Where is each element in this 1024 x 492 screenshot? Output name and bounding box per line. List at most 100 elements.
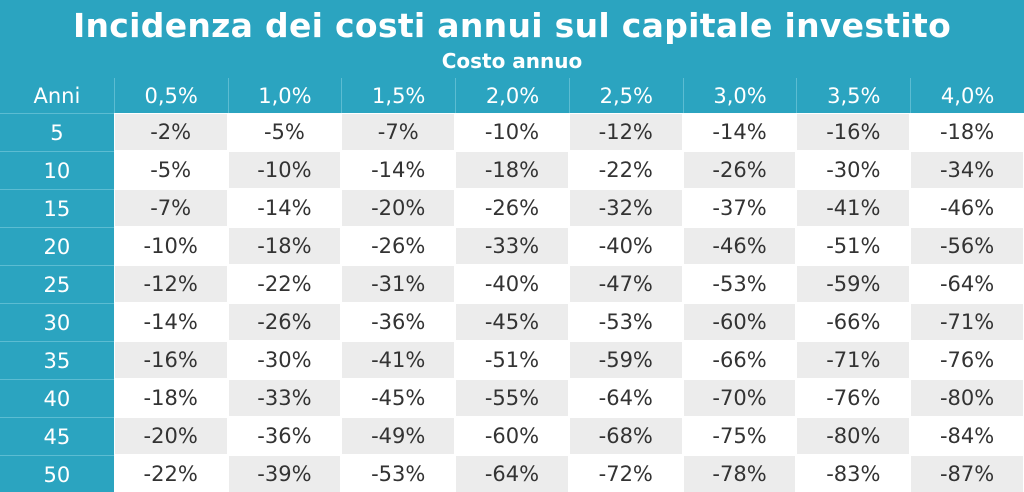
table-cell: -10% (113, 227, 228, 265)
column-header: 0,5% (113, 78, 228, 113)
table-cell: -83% (796, 455, 911, 492)
subtitle: Costo annuo (441, 49, 583, 73)
table-cell: -39% (227, 455, 342, 492)
row-header: 30 (0, 303, 114, 341)
table-cell: -47% (568, 265, 683, 303)
table-cell: -14% (341, 151, 456, 189)
table-cell: -37% (682, 189, 797, 227)
table-cell: -46% (682, 227, 797, 265)
table-cell: -40% (568, 227, 683, 265)
table-cell: -53% (341, 455, 456, 492)
column-header: 4,0% (910, 78, 1024, 113)
table-cell: -87% (910, 455, 1024, 492)
table-cell: -14% (682, 113, 797, 151)
table-cell: -84% (910, 417, 1024, 455)
table-cell: -16% (113, 341, 228, 379)
table-cell: -22% (227, 265, 342, 303)
column-header: 3,5% (796, 78, 911, 113)
column-header: 3,0% (682, 78, 797, 113)
column-header: Anni (0, 78, 114, 113)
table-cell: -2% (113, 113, 228, 151)
table-cell: -76% (796, 379, 911, 417)
table-cell: -60% (682, 303, 797, 341)
row-header: 35 (0, 341, 114, 379)
table-cell: -45% (455, 303, 569, 341)
table-cell: -40% (455, 265, 569, 303)
row-header: 20 (0, 227, 114, 265)
table-cell: -59% (568, 341, 683, 379)
column-header: 1,5% (341, 78, 456, 113)
table-cell: -71% (910, 303, 1024, 341)
row-header: 45 (0, 417, 114, 455)
table-cell: -68% (568, 417, 683, 455)
table-cell: -51% (455, 341, 569, 379)
table-cell: -7% (341, 113, 456, 151)
table-cell: -12% (568, 113, 683, 151)
table-cell: -33% (227, 379, 342, 417)
table-cell: -64% (910, 265, 1024, 303)
table-cell: -33% (455, 227, 569, 265)
table-cell: -20% (341, 189, 456, 227)
table-cell: -41% (341, 341, 456, 379)
table-cell: -18% (455, 151, 569, 189)
table-cell: -60% (455, 417, 569, 455)
table-cell: -26% (455, 189, 569, 227)
table-cell: -59% (796, 265, 911, 303)
table-cell: -70% (682, 379, 797, 417)
table-cell: -18% (113, 379, 228, 417)
table-cell: -16% (796, 113, 911, 151)
row-header: 10 (0, 151, 114, 189)
table-cell: -41% (796, 189, 911, 227)
table-cell: -5% (113, 151, 228, 189)
row-header: 15 (0, 189, 114, 227)
title: Incidenza dei costi annui sul capitale i… (72, 6, 952, 45)
table-cell: -51% (796, 227, 911, 265)
table-cell: -26% (341, 227, 456, 265)
table-cell: -55% (455, 379, 569, 417)
table-cell: -30% (227, 341, 342, 379)
table-cell: -45% (341, 379, 456, 417)
table-cell: -5% (227, 113, 342, 151)
table-cell: -75% (682, 417, 797, 455)
column-header: 2,5% (568, 78, 683, 113)
table-cell: -76% (910, 341, 1024, 379)
table-cell: -56% (910, 227, 1024, 265)
table-cell: -36% (341, 303, 456, 341)
table-cell: -18% (227, 227, 342, 265)
table-cell: -49% (341, 417, 456, 455)
table-cell: -20% (113, 417, 228, 455)
row-header: 50 (0, 455, 114, 492)
table-cell: -66% (796, 303, 911, 341)
table-cell: -34% (910, 151, 1024, 189)
row-header: 40 (0, 379, 114, 417)
table-cell: -26% (682, 151, 797, 189)
table-cell: -32% (568, 189, 683, 227)
table-cell: -22% (113, 455, 228, 492)
table-cell: -78% (682, 455, 797, 492)
table-cell: -10% (455, 113, 569, 151)
table-cell: -64% (455, 455, 569, 492)
table-cell: -46% (910, 189, 1024, 227)
row-header: 5 (0, 113, 114, 151)
table-cell: -71% (796, 341, 911, 379)
table-cell: -36% (227, 417, 342, 455)
table-cell: -14% (113, 303, 228, 341)
table-cell: -66% (682, 341, 797, 379)
column-header: 2,0% (455, 78, 569, 113)
table-cell: -53% (682, 265, 797, 303)
table-cell: -10% (227, 151, 342, 189)
table-cell: -64% (568, 379, 683, 417)
table-cell: -7% (113, 189, 228, 227)
table-cell: -22% (568, 151, 683, 189)
table-cell: -80% (910, 379, 1024, 417)
table-cell: -26% (227, 303, 342, 341)
table-cell: -12% (113, 265, 228, 303)
table-cell: -53% (568, 303, 683, 341)
table-cell: -14% (227, 189, 342, 227)
table-cell: -31% (341, 265, 456, 303)
column-header: 1,0% (227, 78, 342, 113)
table-cell: -30% (796, 151, 911, 189)
table-cell: -72% (568, 455, 683, 492)
table-cell: -80% (796, 417, 911, 455)
